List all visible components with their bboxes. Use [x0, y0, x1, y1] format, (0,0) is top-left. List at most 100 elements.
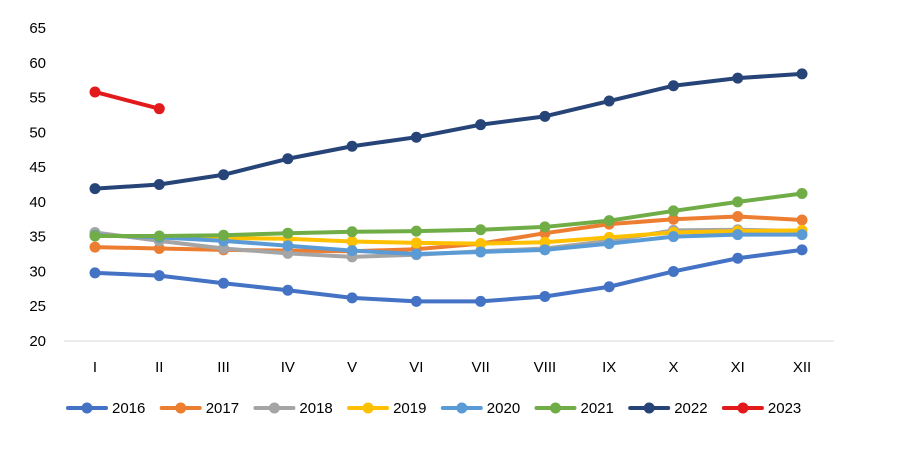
legend-label: 2016 — [112, 400, 145, 417]
y-tick-label: 60 — [29, 55, 46, 72]
data-point — [282, 284, 294, 296]
legend-item: 2019 — [347, 400, 426, 417]
legend-swatch-marker — [81, 402, 93, 414]
x-tick-label: IX — [602, 359, 616, 376]
series-line — [93, 228, 804, 246]
x-tick-label: I — [93, 359, 97, 376]
data-point — [603, 95, 615, 107]
data-point — [153, 270, 165, 282]
data-point — [539, 290, 551, 302]
y-tick-label: 35 — [29, 229, 46, 246]
data-point — [539, 236, 551, 248]
data-point — [475, 224, 487, 236]
y-tick-label: 65 — [29, 20, 46, 37]
data-point — [475, 295, 487, 307]
data-point — [475, 119, 487, 131]
legend-item: 2022 — [628, 400, 708, 417]
data-point — [153, 230, 165, 242]
series-line — [93, 71, 804, 191]
legend-swatch-marker — [268, 402, 280, 414]
legend: 2016 2017 2018 2019 2020 2021 2022 2023 — [66, 400, 801, 417]
y-tick-label: 40 — [29, 194, 46, 211]
legend-item: 2021 — [534, 400, 614, 417]
legend-item: 2023 — [721, 400, 801, 417]
data-point — [539, 244, 551, 256]
data-point — [282, 153, 294, 165]
legend-item: 2017 — [159, 400, 239, 417]
legend-label: 2023 — [768, 400, 801, 417]
data-point — [153, 242, 165, 254]
data-point — [153, 179, 165, 190]
legend-item: 2016 — [66, 400, 145, 417]
y-tick-label: 25 — [29, 298, 46, 315]
data-point — [539, 221, 551, 233]
data-point — [732, 252, 744, 264]
series-2016 — [89, 244, 808, 307]
data-point — [89, 230, 101, 242]
data-point — [89, 86, 101, 98]
data-point — [218, 229, 230, 241]
y-tick-label: 50 — [29, 124, 46, 141]
data-point — [732, 229, 744, 241]
series-line — [93, 89, 162, 111]
series-line — [93, 191, 804, 238]
series-2021 — [89, 188, 808, 242]
data-point — [89, 267, 101, 279]
x-tick-label: V — [347, 359, 357, 376]
data-point — [539, 110, 551, 122]
series-layer — [89, 68, 808, 307]
y-tick-label: 55 — [29, 90, 46, 107]
data-point — [796, 244, 808, 256]
data-point — [667, 80, 679, 92]
data-point — [475, 246, 487, 258]
data-point — [667, 265, 679, 277]
data-point — [796, 188, 808, 200]
data-point — [410, 248, 422, 260]
legend-label: 2020 — [487, 400, 520, 417]
data-point — [732, 196, 744, 208]
data-point — [282, 247, 294, 259]
x-tick-label: VII — [471, 359, 489, 376]
x-tick-label: IV — [281, 359, 295, 376]
data-point — [346, 245, 358, 257]
series-2023 — [89, 86, 165, 115]
legend-label: 2022 — [674, 400, 707, 417]
y-tick-label: 45 — [29, 159, 46, 176]
legend-swatch-marker — [550, 402, 561, 414]
legend-label: 2019 — [393, 400, 426, 417]
data-point — [346, 236, 358, 248]
y-axis: 20 25 30 35 40 45 50 55 60 65 — [29, 20, 46, 350]
legend-label: 2021 — [581, 400, 614, 417]
legend-swatch-marker — [362, 402, 374, 414]
data-point — [410, 237, 422, 249]
data-point — [732, 72, 744, 84]
data-point — [667, 205, 679, 217]
data-point — [796, 229, 808, 241]
data-point — [667, 213, 679, 225]
x-tick-label: XII — [793, 359, 811, 376]
series-line — [93, 232, 804, 257]
data-point — [410, 131, 422, 143]
data-point — [218, 277, 230, 289]
data-point — [603, 281, 615, 293]
data-point — [153, 103, 165, 115]
data-point — [218, 169, 230, 181]
data-point — [346, 226, 358, 238]
legend-item: 2018 — [253, 400, 333, 417]
data-point — [282, 227, 294, 239]
data-point — [410, 225, 422, 237]
data-point — [603, 238, 615, 250]
x-tick-label: VIII — [534, 359, 557, 376]
data-point — [89, 241, 101, 253]
series-line — [93, 214, 804, 254]
x-tick-label: XI — [731, 359, 745, 376]
data-point — [89, 183, 101, 195]
y-tick-label: 20 — [29, 333, 46, 350]
data-point — [410, 295, 422, 307]
legend-swatch-marker — [737, 402, 749, 414]
data-point — [346, 140, 358, 152]
x-tick-label: X — [668, 359, 678, 376]
data-point — [282, 240, 294, 252]
